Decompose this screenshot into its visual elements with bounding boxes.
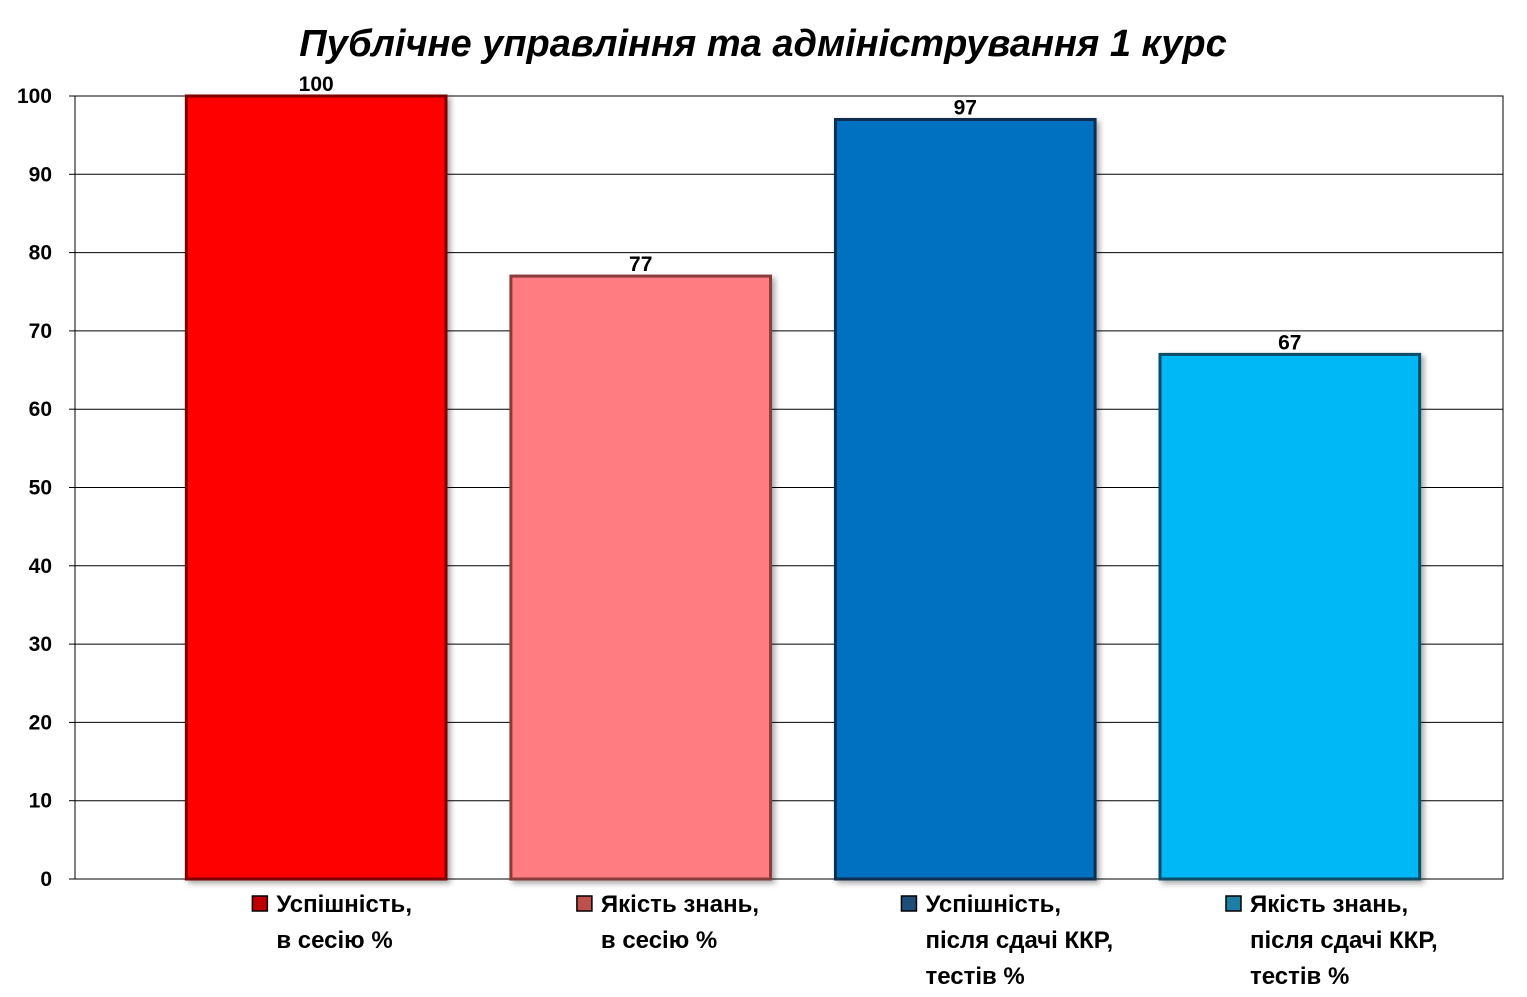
y-tick-label: 20: [29, 711, 52, 734]
data-label: 67: [1278, 331, 1301, 354]
legend-label: після сдачі ККР,: [925, 927, 1113, 954]
legend-swatch: [1225, 895, 1242, 912]
bar: [509, 274, 773, 881]
legend-swatch: [251, 895, 269, 912]
y-tick-label: 70: [29, 320, 52, 343]
y-tick-label: 90: [29, 163, 52, 186]
data-label: 77: [629, 253, 652, 276]
y-tick-label: 100: [17, 85, 52, 108]
bar: [184, 94, 448, 881]
plot-area: 0 10 20 30 40 50 60 70 80 90 100 100 Успішність, в се…: [17, 73, 1504, 990]
y-tick-label: 60: [29, 398, 52, 421]
bar: [833, 117, 1097, 881]
y-tick-label: 40: [29, 555, 52, 578]
legend-swatch: [576, 895, 593, 912]
chart-title: Публічне управління та адміністрування 1…: [299, 23, 1227, 65]
y-tick-label: 0: [40, 868, 52, 891]
legend-label: Успішність,: [276, 891, 412, 918]
bar: [1158, 352, 1422, 881]
legend-label: Успішність,: [925, 891, 1061, 918]
legend-label: в сесію %: [601, 927, 717, 954]
legend-label: тестів %: [925, 963, 1024, 990]
y-tick-label: 50: [29, 477, 52, 500]
legend-label: Якість знань,: [1250, 891, 1408, 918]
y-tick-label: 30: [29, 633, 52, 656]
legend-label: Якість знань,: [601, 891, 759, 918]
data-label: 100: [299, 73, 334, 96]
y-tick-label: 80: [29, 242, 52, 265]
y-tick-label: 10: [29, 790, 52, 813]
legend-label: після сдачі ККР,: [1250, 927, 1438, 954]
data-label: 97: [954, 96, 977, 119]
legend-label: тестів %: [1250, 963, 1349, 990]
legend-swatch: [900, 895, 918, 912]
legend-label: в сесію %: [276, 927, 392, 954]
